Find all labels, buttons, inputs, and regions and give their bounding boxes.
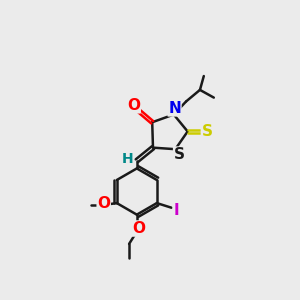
Text: S: S [174,147,185,162]
Text: N: N [168,101,181,116]
Text: O: O [127,98,140,113]
Text: I: I [173,202,179,217]
Text: S: S [201,124,212,139]
Text: H: H [122,152,134,166]
Text: O: O [97,196,110,211]
Text: O: O [132,221,145,236]
